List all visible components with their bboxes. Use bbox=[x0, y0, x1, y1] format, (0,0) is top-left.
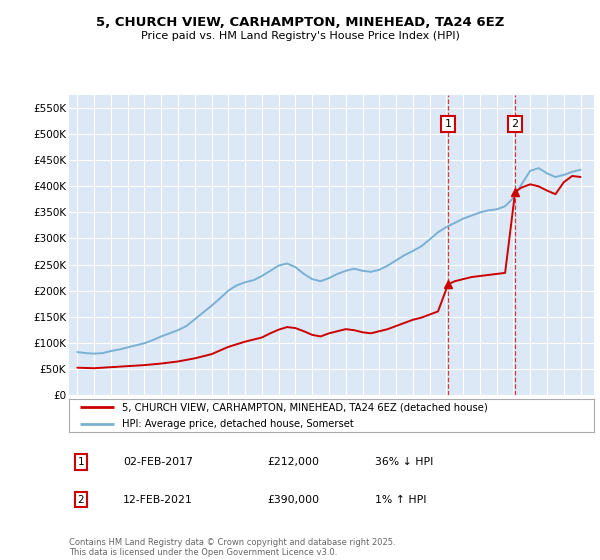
Text: HPI: Average price, detached house, Somerset: HPI: Average price, detached house, Some… bbox=[121, 419, 353, 429]
Text: 36% ↓ HPI: 36% ↓ HPI bbox=[375, 457, 433, 467]
Text: £212,000: £212,000 bbox=[267, 457, 319, 467]
Text: 5, CHURCH VIEW, CARHAMPTON, MINEHEAD, TA24 6EZ: 5, CHURCH VIEW, CARHAMPTON, MINEHEAD, TA… bbox=[96, 16, 504, 29]
Text: 1: 1 bbox=[445, 119, 452, 129]
Text: 12-FEB-2021: 12-FEB-2021 bbox=[123, 494, 193, 505]
Text: Price paid vs. HM Land Registry's House Price Index (HPI): Price paid vs. HM Land Registry's House … bbox=[140, 31, 460, 41]
Text: 5, CHURCH VIEW, CARHAMPTON, MINEHEAD, TA24 6EZ (detached house): 5, CHURCH VIEW, CARHAMPTON, MINEHEAD, TA… bbox=[121, 402, 487, 412]
Text: 2: 2 bbox=[512, 119, 519, 129]
Text: 2: 2 bbox=[77, 494, 85, 505]
Text: 1% ↑ HPI: 1% ↑ HPI bbox=[375, 494, 427, 505]
Text: £390,000: £390,000 bbox=[267, 494, 319, 505]
Text: Contains HM Land Registry data © Crown copyright and database right 2025.
This d: Contains HM Land Registry data © Crown c… bbox=[69, 538, 395, 557]
Text: 1: 1 bbox=[77, 457, 85, 467]
Text: 02-FEB-2017: 02-FEB-2017 bbox=[123, 457, 193, 467]
